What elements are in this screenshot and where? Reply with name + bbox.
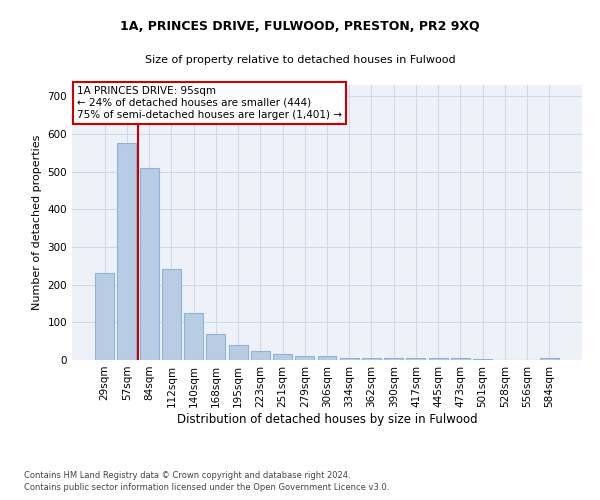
Bar xyxy=(184,313,203,360)
Bar xyxy=(406,358,425,360)
Bar xyxy=(206,334,225,360)
Text: 1A, PRINCES DRIVE, FULWOOD, PRESTON, PR2 9XQ: 1A, PRINCES DRIVE, FULWOOD, PRESTON, PR2… xyxy=(120,20,480,33)
Bar xyxy=(118,144,136,360)
Text: Contains HM Land Registry data © Crown copyright and database right 2024.: Contains HM Land Registry data © Crown c… xyxy=(24,471,350,480)
Bar xyxy=(317,356,337,360)
Bar xyxy=(273,354,292,360)
Text: 1A PRINCES DRIVE: 95sqm
← 24% of detached houses are smaller (444)
75% of semi-d: 1A PRINCES DRIVE: 95sqm ← 24% of detache… xyxy=(77,86,342,120)
Bar xyxy=(362,358,381,360)
Bar xyxy=(384,358,403,360)
Text: Size of property relative to detached houses in Fulwood: Size of property relative to detached ho… xyxy=(145,55,455,65)
Bar xyxy=(540,358,559,360)
Bar xyxy=(451,358,470,360)
Bar xyxy=(229,345,248,360)
Bar xyxy=(429,358,448,360)
Bar xyxy=(251,350,270,360)
Bar xyxy=(162,269,181,360)
Bar xyxy=(340,358,359,360)
X-axis label: Distribution of detached houses by size in Fulwood: Distribution of detached houses by size … xyxy=(176,412,478,426)
Bar xyxy=(95,274,114,360)
Y-axis label: Number of detached properties: Number of detached properties xyxy=(32,135,42,310)
Text: Contains public sector information licensed under the Open Government Licence v3: Contains public sector information licen… xyxy=(24,484,389,492)
Bar xyxy=(473,359,492,360)
Bar xyxy=(295,356,314,360)
Bar xyxy=(140,168,158,360)
